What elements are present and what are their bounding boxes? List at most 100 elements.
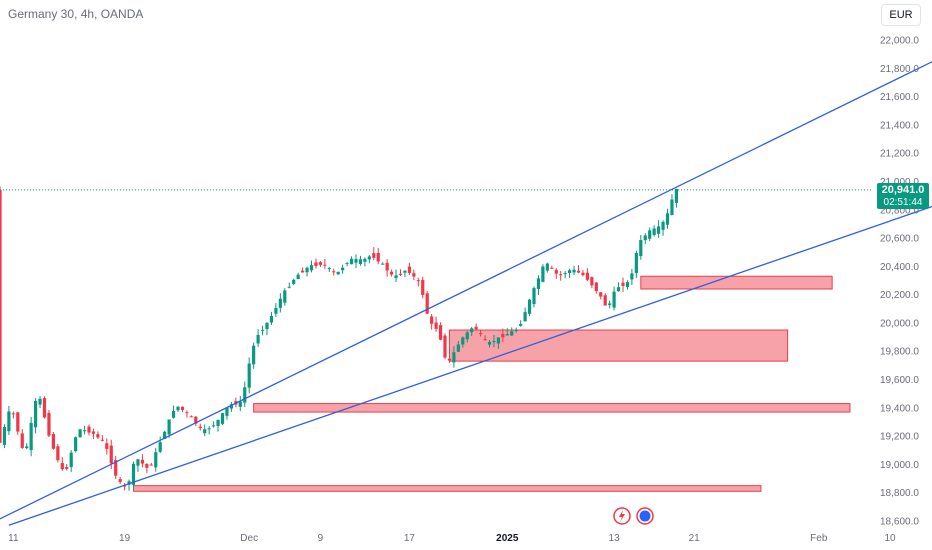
candle-body (479, 333, 483, 335)
globe-icon[interactable] (636, 507, 654, 525)
candle-body (590, 277, 594, 286)
price-tick-label: 20,200.0 (880, 290, 919, 301)
candle-body (65, 467, 69, 469)
time-tick-label: 13 (609, 533, 621, 544)
candle-body (11, 413, 15, 415)
candle-body (238, 401, 242, 407)
candle-body (260, 329, 265, 331)
candle-body (665, 213, 670, 225)
candle-body (82, 430, 87, 432)
currency-button[interactable]: EUR (881, 4, 921, 26)
candle-body (398, 273, 403, 275)
candle-body (158, 442, 162, 452)
candle-body (305, 267, 309, 273)
flash-icon[interactable] (613, 507, 631, 525)
candle-body (532, 288, 536, 305)
price-tick-label: 21,000.0 (880, 177, 919, 188)
candle-body (198, 426, 202, 429)
price-tick-label: 20,800.0 (880, 205, 919, 216)
candle-body (616, 287, 621, 292)
candle-body (376, 253, 380, 262)
candle-body (416, 280, 420, 282)
candle-body (131, 463, 136, 485)
candle-body (492, 341, 496, 343)
candles-layer (0, 186, 678, 491)
candle-body (576, 270, 581, 273)
candle-body (278, 298, 282, 308)
candle-body (185, 412, 189, 414)
candle-body (323, 264, 327, 266)
candle-body (283, 290, 287, 303)
bar-countdown: 02:51:44 (883, 197, 923, 208)
candle-body (292, 279, 296, 284)
price-tick-label: 19,400.0 (880, 403, 919, 414)
candle-body (443, 335, 447, 358)
trendlines-layer (0, 61, 932, 526)
candle-body (243, 387, 247, 403)
candle-body (140, 459, 144, 464)
candle-body (265, 322, 269, 330)
candle-body (229, 404, 233, 409)
candle-body (421, 280, 425, 295)
candle-body (189, 416, 193, 418)
price-tick-label: 19,800.0 (880, 347, 919, 358)
candle-body (216, 419, 220, 426)
chart-title: Germany 30, 4h, OANDA (8, 7, 144, 21)
candle-body (581, 272, 585, 276)
candle-body (670, 199, 674, 215)
price-tick-label: 21,600.0 (880, 92, 919, 103)
candle-body (220, 413, 225, 424)
candle-body (127, 481, 131, 485)
candle-body (332, 271, 336, 273)
candle-body (34, 400, 38, 428)
candle-body (550, 267, 554, 269)
candle-body (318, 262, 322, 265)
candle-body (381, 263, 385, 265)
candle-body (505, 334, 509, 336)
candle-body (585, 272, 589, 280)
candle-body (180, 406, 185, 410)
time-tick-label: 10 (884, 533, 896, 544)
candle-body (425, 293, 429, 314)
candle-body (661, 221, 665, 230)
time-tick-label: 17 (404, 533, 416, 544)
candle-body (510, 331, 514, 336)
candle-body (47, 412, 51, 436)
candle-body (118, 479, 122, 482)
candle-body (163, 431, 167, 439)
candle-body (430, 316, 434, 324)
candle-body (639, 240, 643, 257)
candle-body (456, 344, 460, 352)
candle-body (136, 459, 140, 466)
candle-body (594, 282, 598, 292)
candle-body (123, 485, 127, 487)
candle-body (51, 434, 55, 449)
candle-body (69, 452, 73, 468)
candle-body (403, 270, 407, 273)
candle-body (114, 460, 118, 476)
price-tick-label: 20,600.0 (880, 234, 919, 245)
price-tick-label: 18,800.0 (880, 488, 919, 499)
candle-body (154, 452, 158, 468)
candle-body (559, 274, 563, 276)
time-tick-label: Feb (810, 533, 828, 544)
candle-body (385, 262, 389, 271)
candle-body (434, 322, 438, 329)
candle-body (487, 341, 492, 345)
time-tick-label: 11 (8, 533, 19, 544)
time-tick-label: 21 (689, 533, 701, 544)
candle-body (634, 253, 638, 274)
zones-layer (133, 275, 851, 492)
candle-body (336, 271, 340, 275)
candle-body (109, 445, 113, 464)
candle-body (354, 259, 358, 263)
candle-body (78, 429, 82, 438)
candle-body (2, 426, 7, 445)
price-tick-label: 20,400.0 (880, 262, 919, 273)
candle-body (358, 259, 363, 264)
price-tick-label: 19,200.0 (880, 432, 919, 443)
candle-body (29, 422, 33, 451)
candle-body (225, 407, 229, 416)
candle-body (274, 308, 278, 314)
